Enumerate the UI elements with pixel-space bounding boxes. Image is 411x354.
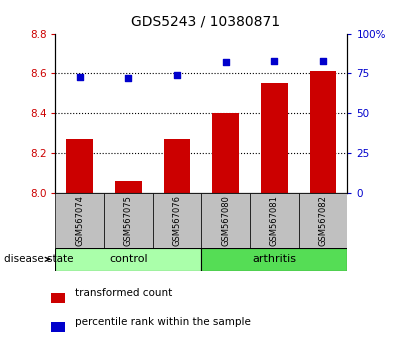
Bar [201,193,250,248]
Point [125,75,132,81]
Point [271,58,277,64]
Bar [55,248,201,271]
Text: percentile rank within the sample: percentile rank within the sample [75,317,251,327]
Text: GDS5243 / 10380871: GDS5243 / 10380871 [131,14,280,28]
Text: GSM567075: GSM567075 [124,195,133,246]
Bar [212,113,239,193]
Bar [115,181,142,193]
Text: arthritis: arthritis [252,254,296,264]
Bar [51,293,65,303]
Bar [55,193,104,248]
Text: GSM567080: GSM567080 [221,195,230,246]
Text: disease state: disease state [4,254,74,264]
Text: GSM567076: GSM567076 [173,195,182,246]
Point [320,58,326,64]
FancyArrowPatch shape [45,257,49,261]
Bar [164,139,190,193]
Bar [104,193,153,248]
Text: transformed count: transformed count [75,289,173,298]
Bar [51,321,65,332]
Bar [309,72,336,193]
Bar [201,248,347,271]
Point [76,74,83,79]
Bar [261,84,288,193]
Bar [153,193,201,248]
Bar [299,193,347,248]
Point [222,59,229,65]
Text: GSM567081: GSM567081 [270,195,279,246]
Text: GSM567074: GSM567074 [75,195,84,246]
Text: control: control [109,254,148,264]
Bar [250,193,299,248]
Point [174,72,180,78]
Text: GSM567082: GSM567082 [319,195,328,246]
Bar [67,139,93,193]
